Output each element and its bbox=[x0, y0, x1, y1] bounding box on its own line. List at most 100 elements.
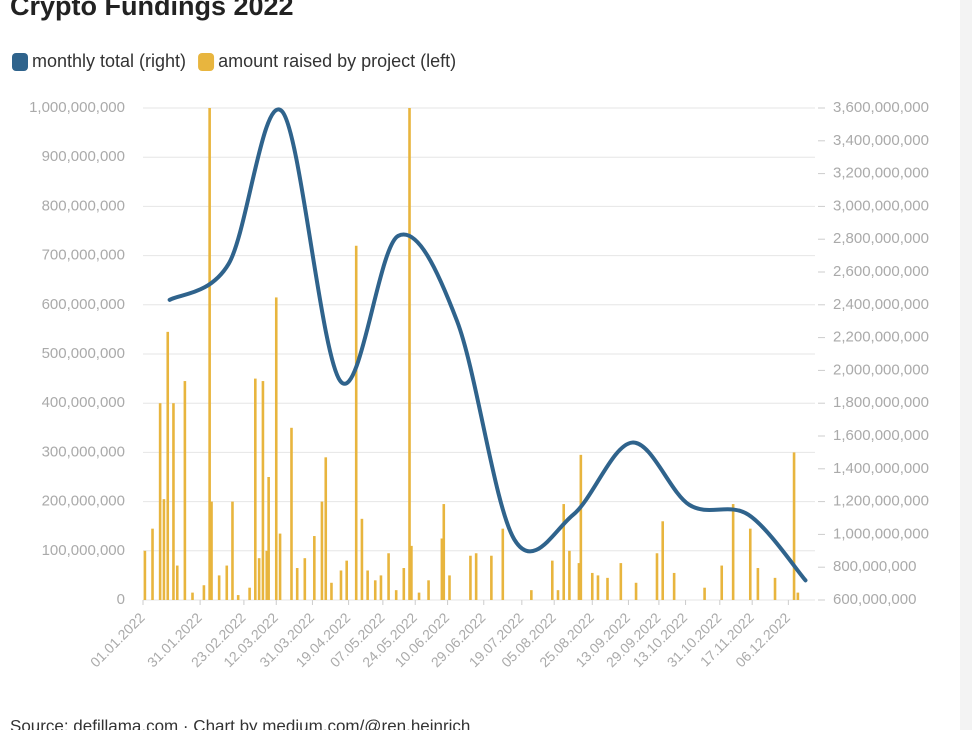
bar bbox=[402, 568, 406, 600]
bar bbox=[568, 550, 571, 600]
bar bbox=[324, 457, 328, 600]
y2-tick-label: 3,600,000,000 bbox=[833, 99, 929, 116]
y2-tick-label: 1,800,000,000 bbox=[833, 394, 929, 411]
bar bbox=[562, 504, 566, 600]
y-tick-label: 1,000,000,000 bbox=[29, 99, 125, 116]
legend: monthly total (right) amount raised by pr… bbox=[12, 51, 456, 71]
bar bbox=[303, 558, 307, 600]
y-tick-label: 200,000,000 bbox=[42, 493, 125, 510]
y-tick-label: 900,000,000 bbox=[42, 148, 125, 165]
bar bbox=[261, 381, 265, 600]
bar bbox=[596, 575, 600, 600]
y2-tick-label: 1,000,000,000 bbox=[833, 525, 929, 542]
bar bbox=[162, 499, 166, 600]
scrollbar-strip bbox=[960, 0, 972, 730]
bar bbox=[550, 560, 554, 600]
bar bbox=[158, 403, 162, 600]
legend-swatch bbox=[12, 53, 28, 71]
bar bbox=[408, 108, 411, 600]
bar bbox=[208, 108, 211, 600]
y-tick-label: 600,000,000 bbox=[42, 296, 125, 313]
bar bbox=[225, 565, 229, 600]
bar bbox=[143, 550, 147, 600]
bar bbox=[606, 577, 609, 600]
bar bbox=[748, 528, 752, 600]
bar bbox=[274, 297, 278, 600]
y2-tick-label: 2,400,000,000 bbox=[833, 296, 929, 313]
y-tick-label: 800,000,000 bbox=[42, 197, 125, 214]
bar bbox=[394, 590, 398, 600]
bar bbox=[474, 553, 478, 600]
bar bbox=[579, 454, 583, 600]
bar bbox=[410, 545, 413, 600]
bar bbox=[417, 592, 421, 600]
bar bbox=[469, 555, 472, 600]
bar bbox=[655, 553, 659, 600]
bar bbox=[720, 565, 724, 600]
y-tick-label: 300,000,000 bbox=[42, 443, 125, 460]
bar bbox=[530, 590, 533, 600]
bar bbox=[202, 585, 206, 600]
bar bbox=[330, 582, 333, 600]
bar bbox=[257, 558, 261, 600]
bar bbox=[366, 570, 369, 600]
bar bbox=[295, 568, 299, 600]
bar bbox=[339, 570, 343, 600]
y-tick-label: 400,000,000 bbox=[42, 394, 125, 411]
bar bbox=[354, 245, 358, 600]
y2-tick-label: 1,400,000,000 bbox=[833, 460, 929, 477]
y2-tick-label: 600,000,000 bbox=[833, 591, 916, 608]
bar bbox=[590, 572, 594, 600]
bar bbox=[577, 563, 581, 600]
y2-tick-label: 800,000,000 bbox=[833, 558, 916, 575]
bar bbox=[387, 553, 390, 600]
bar bbox=[278, 533, 282, 600]
bar bbox=[267, 477, 270, 600]
bar bbox=[217, 575, 221, 600]
bar bbox=[345, 560, 348, 600]
bar bbox=[448, 575, 451, 600]
bar bbox=[231, 501, 234, 600]
bar bbox=[442, 504, 446, 600]
bar bbox=[151, 528, 154, 600]
y2-tick-label: 1,200,000,000 bbox=[833, 493, 929, 510]
bar bbox=[756, 568, 760, 600]
chart-title: Crypto Fundings 2022 bbox=[10, 0, 294, 21]
line bbox=[167, 107, 808, 583]
bar bbox=[792, 452, 796, 600]
bar bbox=[175, 565, 179, 600]
bar bbox=[379, 575, 383, 600]
y-tick-label: 100,000,000 bbox=[42, 542, 125, 559]
y2-tick-label: 2,800,000,000 bbox=[833, 230, 929, 247]
bar bbox=[490, 555, 493, 600]
bar bbox=[320, 501, 324, 600]
bar bbox=[703, 587, 706, 600]
bar bbox=[556, 590, 560, 600]
bar bbox=[501, 528, 505, 600]
bar bbox=[191, 592, 194, 600]
bar bbox=[290, 427, 293, 600]
bar bbox=[440, 538, 444, 600]
bar bbox=[672, 572, 676, 600]
y2-tick-label: 2,200,000,000 bbox=[833, 329, 929, 346]
bar bbox=[248, 587, 251, 600]
y2-tick-label: 3,000,000,000 bbox=[833, 197, 929, 214]
bar bbox=[360, 518, 364, 600]
bar bbox=[210, 501, 213, 600]
y-tick-label: 700,000,000 bbox=[42, 247, 125, 264]
y-tick-label: 500,000,000 bbox=[42, 345, 125, 362]
bar bbox=[265, 550, 269, 600]
bar bbox=[731, 504, 735, 600]
source-note: Source: defillama.com · Chart by medium.… bbox=[10, 716, 470, 730]
x-tick-label: 01.01.2022 bbox=[87, 609, 148, 670]
bar bbox=[166, 331, 170, 600]
legend-label: monthly total (right) bbox=[32, 51, 186, 71]
y2-tick-label: 2,000,000,000 bbox=[833, 361, 929, 378]
bar bbox=[183, 381, 187, 600]
bar bbox=[661, 521, 665, 600]
legend-swatch bbox=[198, 53, 215, 71]
legend-label: amount raised by project (left) bbox=[218, 51, 456, 71]
bar bbox=[313, 536, 316, 600]
